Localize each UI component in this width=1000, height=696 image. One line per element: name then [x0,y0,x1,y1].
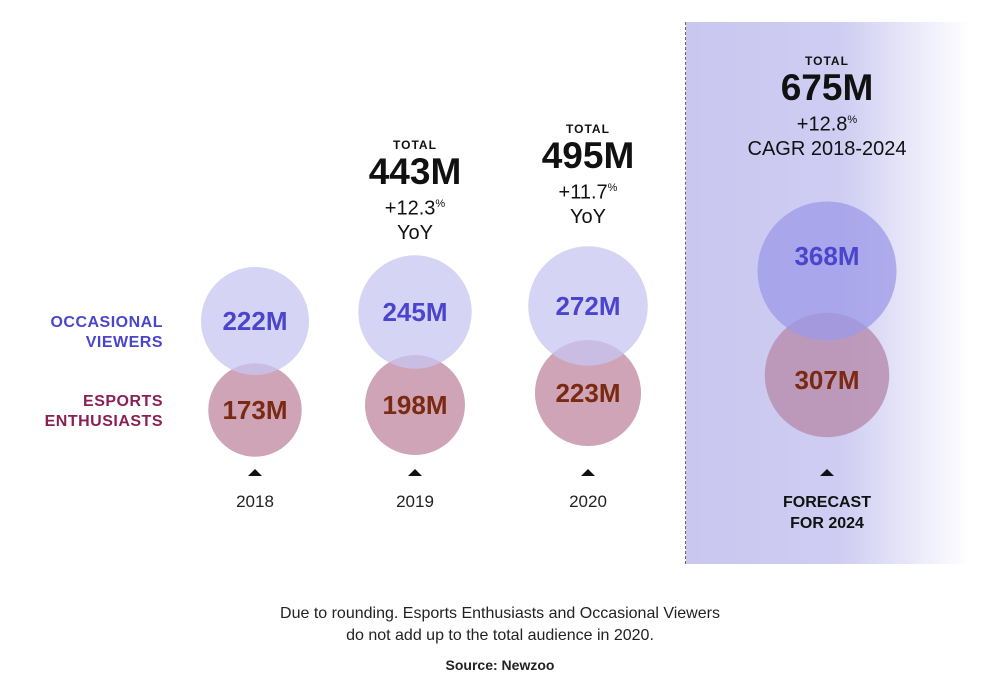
footnote-line2: do not add up to the total audience in 2… [346,627,654,644]
category-label-2019: 2019 [396,492,434,511]
category-label-2020: 2020 [569,492,607,511]
bubble-esports-enthusiasts [764,312,890,438]
total-growth: +12.3% [384,197,446,220]
total-growth: +12.8% [796,113,858,136]
total-unit: YoY [397,221,433,244]
total-header-2020: TOTAL 495M +11.7% YoY [508,122,668,229]
source-note: Source: Newzoo [445,657,555,673]
legend-occasional-line1: OCCASIONAL [50,314,163,331]
category-label-2018: 2018 [236,492,274,511]
total-header-2024: TOTAL 675M +12.8% CAGR 2018-2024 [727,54,927,161]
legend-occasional-line2: VIEWERS [85,334,163,351]
total-value: 443M [368,151,462,192]
total-value: 675M [780,67,874,108]
total-unit: YoY [570,205,606,228]
total-value: 495M [541,135,635,176]
legend-enthusiasts-line1: ESPORTS [83,393,163,410]
footnote-line1: Due to rounding. Esports Enthusiasts and… [280,605,720,622]
bubble-label-occasional: 272M [555,291,620,321]
legend-occasional-viewers: OCCASIONAL VIEWERS [20,313,163,353]
bubble-label-enthusiasts: 307M [794,365,859,395]
bubble-esports-enthusiasts [208,363,302,457]
category-marker-icon [248,469,262,476]
bubble-occasional-viewers [757,201,897,341]
bubble-label-occasional: 368M [794,241,859,271]
total-growth: +11.7% [558,181,618,204]
total-label: TOTAL [805,54,849,68]
bubble-esports-enthusiasts [365,355,465,455]
legend-enthusiasts-line2: ENTHUSIASTS [44,413,163,430]
bubble-occasional-viewers [358,255,472,369]
bubble-occasional-viewers [528,246,648,366]
total-header-2019: TOTAL 443M +12.3% YoY [335,138,495,245]
category-marker-icon [581,469,595,476]
legend-esports-enthusiasts: ESPORTS ENTHUSIASTS [20,392,163,432]
bubble-label-occasional: 245M [382,297,447,327]
category-label-2024: FORECAST FOR 2024 [783,494,871,532]
total-label: TOTAL [566,122,610,136]
bubble-esports-enthusiasts [534,339,642,447]
bubble-label-enthusiasts: 223M [555,378,620,408]
total-label: TOTAL [393,138,437,152]
bubble-label-occasional: 222M [222,306,287,336]
bubble-occasional-viewers [201,267,309,375]
category-marker-icon [408,469,422,476]
bubble-label-enthusiasts: 173M [222,395,287,425]
total-unit: CAGR 2018-2024 [747,137,907,160]
category-marker-icon [820,469,834,476]
bubble-label-enthusiasts: 198M [382,390,447,420]
